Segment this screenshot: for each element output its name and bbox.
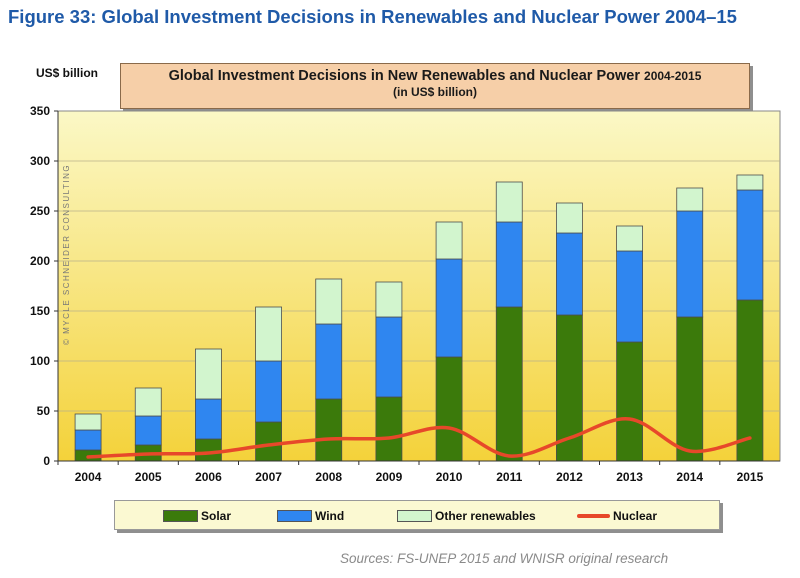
bar-solar-2013 xyxy=(616,341,643,462)
bar-wind-2011 xyxy=(495,221,523,308)
nuclear-line xyxy=(86,417,752,459)
x-tick-label: 2006 xyxy=(195,470,222,484)
copyright-credit: © MYCLE SCHNEIDER CONSULTING xyxy=(62,163,71,345)
legend-label-other: Other renewables xyxy=(435,509,536,523)
bar-other-2008 xyxy=(315,278,343,325)
bar-wind-2005 xyxy=(134,415,162,446)
bar-solar-2006 xyxy=(195,438,222,462)
chart-title: Global Investment Decisions in New Renew… xyxy=(168,68,640,84)
bar-other-2007 xyxy=(255,306,282,362)
legend-swatch-other xyxy=(397,510,432,522)
source-note: Sources: FS-UNEP 2015 and WNISR original… xyxy=(340,551,669,566)
bar-solar-2010 xyxy=(435,356,463,462)
legend-item-solar: Solar xyxy=(163,509,231,523)
y-tick-label: 200 xyxy=(30,254,50,268)
x-tick-label: 2009 xyxy=(376,470,403,484)
x-tick-label: 2011 xyxy=(496,470,522,484)
legend-label-nuclear: Nuclear xyxy=(613,509,658,523)
bar-other-2013 xyxy=(616,225,643,252)
bar-wind-2009 xyxy=(375,316,403,398)
x-tick-label: 2004 xyxy=(75,470,102,484)
bar-solar-2011 xyxy=(495,306,523,462)
bar-wind-2004 xyxy=(74,429,102,451)
bar-other-2010 xyxy=(435,221,463,260)
x-tick-label: 2014 xyxy=(676,470,703,484)
legend-item-other: Other renewables xyxy=(397,509,536,523)
bar-other-2005 xyxy=(134,387,162,417)
bar-other-2011 xyxy=(495,181,523,223)
x-tick-label: 2007 xyxy=(255,470,282,484)
figure-title: Figure 33: Global Investment Decisions i… xyxy=(8,6,737,27)
bar-solar-2007 xyxy=(255,421,282,462)
bar-solar-2008 xyxy=(315,398,343,462)
bar-wind-2015 xyxy=(736,189,764,301)
bar-wind-2006 xyxy=(195,398,222,440)
x-tick-label: 2013 xyxy=(616,470,643,484)
y-tick-label: 300 xyxy=(30,154,50,168)
x-tick-label: 2008 xyxy=(315,470,342,484)
bar-wind-2014 xyxy=(676,210,704,318)
legend-swatch-nuclear xyxy=(577,514,610,518)
y-tick-label: 150 xyxy=(30,304,50,318)
x-tick-label: 2010 xyxy=(436,470,463,484)
x-tick-label: 2012 xyxy=(556,470,583,484)
bar-wind-2007 xyxy=(255,360,282,423)
y-tick-label: 100 xyxy=(30,354,50,368)
bar-wind-2010 xyxy=(435,258,463,358)
y-tick-label: 0 xyxy=(43,454,50,468)
plot-area xyxy=(57,110,781,462)
legend-item-nuclear: Nuclear xyxy=(577,509,657,523)
x-tick-label: 2005 xyxy=(135,470,162,484)
legend-swatch-wind xyxy=(277,510,312,522)
chart-title-box: Global Investment Decisions in New Renew… xyxy=(120,63,750,109)
y-tick-label: 250 xyxy=(30,204,50,218)
legend: Solar Wind Other renewables Nuclear xyxy=(114,500,720,530)
y-axis-label: US$ billion xyxy=(36,66,99,80)
chart-title-years: 2004-2015 xyxy=(644,69,702,83)
x-tick-label: 2015 xyxy=(737,470,764,484)
bar-solar-2009 xyxy=(375,396,403,462)
bar-other-2006 xyxy=(195,348,222,400)
legend-label-wind: Wind xyxy=(315,509,345,523)
legend-item-wind: Wind xyxy=(277,509,344,523)
bar-other-2014 xyxy=(676,187,704,212)
y-tick-label: 350 xyxy=(30,104,50,118)
bar-wind-2008 xyxy=(315,323,343,400)
legend-label-solar: Solar xyxy=(201,509,232,523)
y-tick-label: 50 xyxy=(37,404,51,418)
bar-other-2012 xyxy=(556,202,583,234)
bar-other-2015 xyxy=(736,174,764,191)
bar-solar-2014 xyxy=(676,316,704,462)
bar-solar-2015 xyxy=(736,299,764,462)
bar-wind-2012 xyxy=(556,232,583,316)
bar-other-2004 xyxy=(74,413,102,431)
chart-subtitle: (in US$ billion) xyxy=(393,85,477,99)
legend-swatch-solar xyxy=(163,510,198,522)
bar-other-2009 xyxy=(375,281,403,318)
bar-wind-2013 xyxy=(616,250,643,343)
